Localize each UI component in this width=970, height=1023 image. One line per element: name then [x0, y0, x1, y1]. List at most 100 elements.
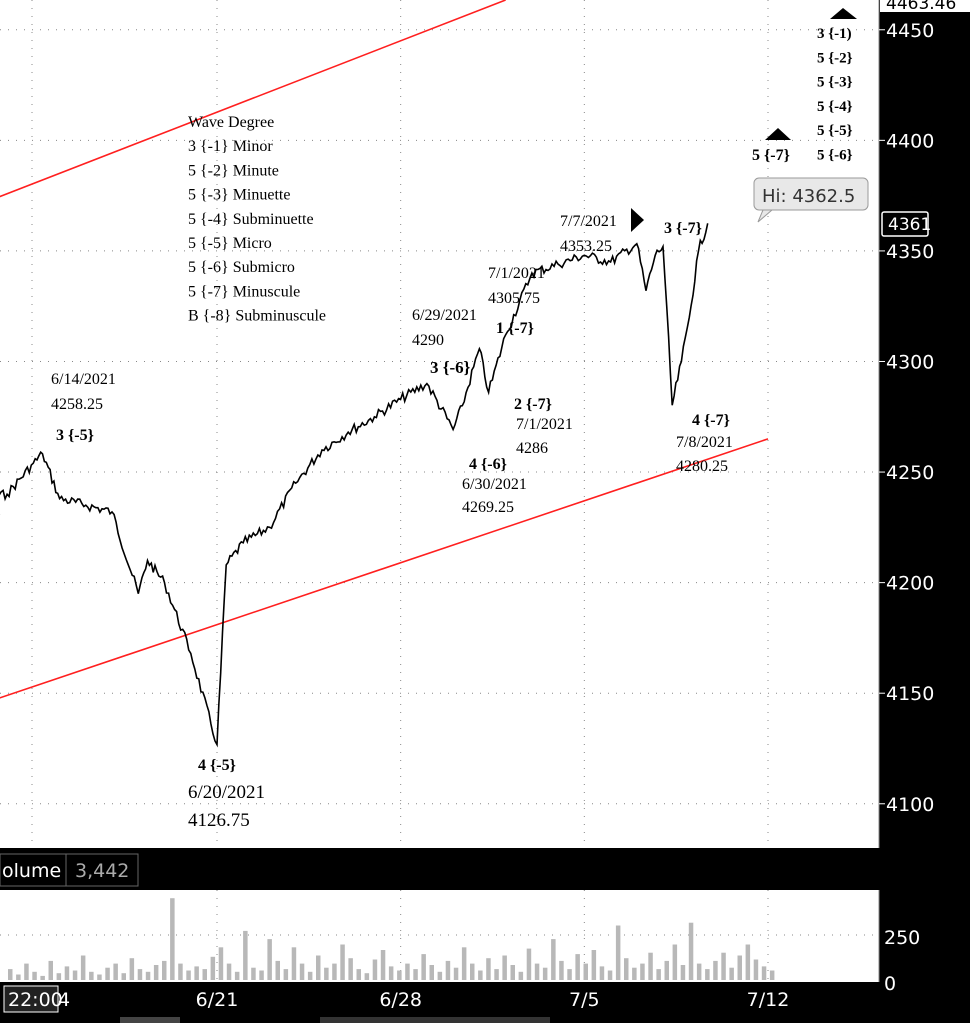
volume-bar: [551, 939, 556, 980]
scrollbar-thumb[interactable]: [120, 1017, 180, 1023]
volume-bar: [461, 947, 467, 980]
volume-bar: [64, 966, 70, 980]
price-panel: [0, 0, 879, 848]
volume-bar: [607, 970, 613, 980]
volume-bar: [445, 960, 451, 980]
svg-text:7/7/2021: 7/7/2021: [560, 213, 617, 230]
volume-bar: [340, 944, 345, 980]
price-tick-label: 4100: [886, 794, 934, 816]
price-grid: [0, 0, 880, 848]
volume-bar: [56, 973, 62, 980]
volume-bar: [332, 963, 337, 980]
svg-text:4 {-6}: 4 {-6}: [469, 456, 507, 473]
price-tick-label: 4300: [886, 351, 934, 373]
time-axis[interactable]: 6/21 6/28 7/5 7/12: [196, 989, 790, 1011]
legend-line: 3 {-1} Minor: [188, 138, 273, 155]
volume-bar: [413, 969, 418, 980]
scrollbar-track[interactable]: [320, 1017, 550, 1023]
volume-bars: [8, 898, 775, 980]
volume-bar: [510, 965, 515, 980]
volume-bar: [753, 959, 759, 980]
volume-bar: [267, 939, 272, 980]
cursor-time-label: 22:00: [8, 989, 63, 1011]
volume-bar: [243, 930, 248, 980]
volume-bar: [186, 970, 191, 980]
cursor-time-badge: [3, 985, 59, 1013]
svg-text:1 {-7}: 1 {-7}: [496, 320, 534, 337]
volume-header: [0, 848, 879, 890]
volume-bar: [591, 950, 597, 980]
volume-bar: [599, 966, 605, 980]
volume-bar: [8, 969, 13, 980]
legend-line: 5 {-4} Subminuette: [188, 211, 314, 228]
volume-bar: [194, 966, 199, 980]
volume-bar: [324, 967, 329, 980]
volume-bar: [153, 965, 159, 980]
volume-grid: [0, 890, 880, 982]
volume-bar: [145, 971, 151, 980]
volume-bar: [656, 969, 661, 980]
volume-bar: [24, 963, 29, 980]
channel-line: [0, 438, 769, 699]
volume-bar: [632, 967, 637, 980]
svg-text:7/1/2021: 7/1/2021: [516, 416, 573, 433]
svg-text:3 {-7}: 3 {-7}: [664, 220, 702, 237]
svg-text:6/20/2021: 6/20/2021: [188, 782, 265, 803]
svg-text:4 {-7}: 4 {-7}: [692, 412, 730, 429]
volume-bar: [275, 960, 280, 980]
price-tick-label: 4350: [886, 241, 934, 263]
volume-bar: [526, 948, 532, 980]
volume-bar: [713, 960, 718, 980]
volume-bar: [705, 969, 710, 980]
volume-bar: [372, 959, 378, 980]
volume-value-tag: [65, 853, 139, 887]
price-tick-label: 4250: [886, 462, 934, 484]
volume-bar: [105, 967, 110, 980]
volume-bar: [234, 971, 240, 980]
svg-text:3 {-6}: 3 {-6}: [430, 358, 471, 377]
stack-line: 3 {-1): [817, 26, 852, 42]
volume-bar: [542, 967, 548, 980]
stack-line: 5 {-5}: [817, 123, 853, 139]
volume-bar: [567, 969, 572, 980]
volume-bar: [737, 955, 742, 980]
price-axis[interactable]: 4100 4150 4200 4250 4300 4350 4400 4450: [879, 20, 934, 816]
price-tick-label: 4450: [886, 20, 934, 42]
volume-bar: [470, 963, 475, 980]
legend-line: 5 {-6} Submicro: [188, 259, 295, 276]
volume-label: olume: [2, 860, 61, 882]
volume-bar: [615, 925, 621, 980]
volume-bar: [624, 958, 629, 980]
svg-text:6/30/2021: 6/30/2021: [462, 476, 527, 493]
svg-text:4353.25: 4353.25: [560, 238, 612, 255]
svg-text:4286: 4286: [516, 440, 548, 457]
svg-text:4 {-5}: 4 {-5}: [198, 757, 236, 774]
wave-degree-legend: Wave Degree 3 {-1} Minor 5 {-2} Minute 5 {-…: [188, 114, 326, 325]
volume-bar: [486, 958, 491, 980]
volume-bar: [80, 955, 86, 980]
volume-bar: [121, 973, 126, 980]
svg-text:4305.75: 4305.75: [488, 290, 540, 307]
svg-text:4126.75: 4126.75: [188, 810, 250, 831]
volume-bar: [97, 974, 102, 980]
svg-text:4290: 4290: [412, 332, 444, 349]
volume-bar: [202, 969, 207, 980]
svg-text:5 {-7}: 5 {-7}: [752, 147, 790, 164]
price-tick-label: 4150: [886, 683, 934, 705]
svg-text:4280.25: 4280.25: [676, 458, 728, 475]
volume-value: 3,442: [75, 860, 129, 882]
volume-bar: [769, 970, 775, 980]
volume-bar: [745, 944, 751, 980]
volume-bar: [534, 963, 540, 980]
volume-tag: [0, 853, 67, 887]
volume-bar: [178, 963, 183, 980]
volume-bar: [307, 971, 313, 980]
svg-text:7/1/2021: 7/1/2021: [488, 265, 545, 282]
time-tick-label: 7/12: [747, 989, 790, 1011]
svg-text:7/8/2021: 7/8/2021: [676, 434, 733, 451]
volume-bar: [761, 966, 767, 980]
volume-bar: [575, 954, 580, 980]
volume-bar: [364, 973, 370, 980]
volume-bar: [502, 955, 507, 980]
wave-annotations: Wave Degree 3 {-1} Minor 5 {-2} Minute 5 {-…: [51, 8, 857, 831]
